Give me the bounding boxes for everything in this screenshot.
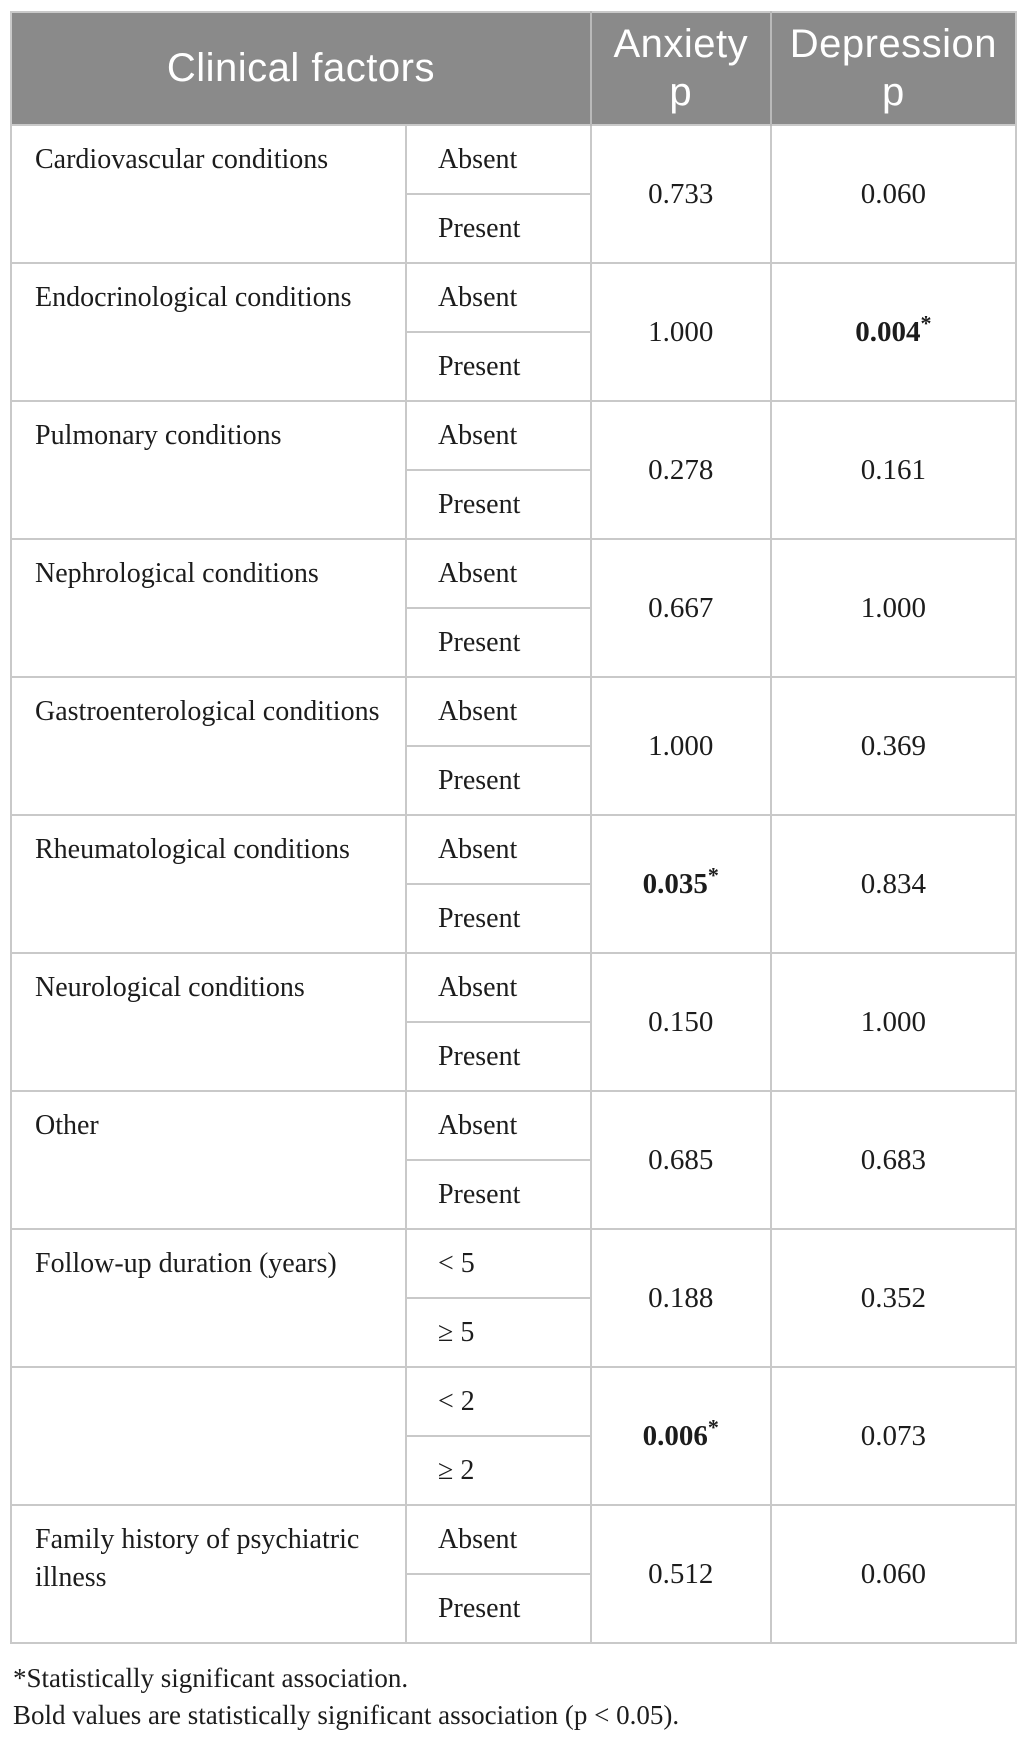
table-row-sub: ≥ 5 (11, 1298, 1016, 1367)
significance-asterisk: * (920, 309, 932, 335)
anxiety-p-value-cell: 1.000 (589, 262, 771, 401)
header-anxiety-p-label: p (669, 69, 693, 114)
depression-p-value-cell: 1.000 (769, 952, 1016, 1091)
factor-label-cell: Endocrinological conditions (11, 262, 407, 401)
anxiety-p-value-cell: 0.512 (589, 1504, 771, 1643)
factor-label-cell: Cardiovascular conditions (11, 124, 407, 263)
table-body: Cardiovascular conditions Absent 0.733 0… (11, 124, 1016, 1643)
table-row-sub: ≥ 2 (11, 1436, 1016, 1505)
level-present-cell: ≥ 2 (405, 1436, 591, 1505)
table-row-sub: Present (11, 332, 1016, 401)
level-absent-cell: Absent (405, 814, 591, 885)
table-row-group: Endocrinological conditions Absent 1.000… (11, 262, 1016, 401)
depression-p-value-cell: 0.683 (769, 1090, 1016, 1229)
header-anxiety-label: Anxiety (613, 22, 749, 67)
level-present-cell: Present (405, 884, 591, 953)
footnote-asterisk: *Statistically significant association. (13, 1663, 409, 1693)
table-row-group: Family history of psychiatric illness Ab… (11, 1504, 1016, 1643)
level-absent-cell: Absent (405, 538, 591, 609)
factor-label-cell: Nephrological conditions (11, 538, 407, 677)
header-depression-p-label: p (882, 69, 905, 114)
level-absent-cell: Absent (405, 1504, 591, 1575)
depression-p-value-cell: 0.060 (769, 1504, 1016, 1643)
factor-label-cell (11, 1366, 407, 1505)
level-present-cell: Present (405, 1574, 591, 1643)
header-anxiety-p: Anxiety p (589, 12, 771, 125)
table-row-sub: Present (11, 470, 1016, 539)
table-row-group: Pulmonary conditions Absent 0.278 0.161 (11, 400, 1016, 539)
table-row-group: Rheumatological conditions Absent 0.035*… (11, 814, 1016, 953)
table-row-group: Nephrological conditions Absent 0.667 1.… (11, 538, 1016, 677)
anxiety-p-value-cell: 0.685 (589, 1090, 771, 1229)
depression-p-value-cell: 0.161 (769, 400, 1016, 539)
header-depression-p: Depression p (769, 12, 1016, 125)
table-row-sub: Present (11, 194, 1016, 263)
footnote-bold-values: Bold values are statistically significan… (13, 1700, 680, 1730)
factor-label-cell: Other (11, 1090, 407, 1229)
level-present-cell: Present (405, 194, 591, 263)
table-footnotes: *Statistically significant association. … (10, 1644, 1017, 1734)
anxiety-p-value-cell: 0.035* (589, 814, 771, 953)
level-absent-cell: Absent (405, 952, 591, 1023)
anxiety-p-value-cell: 1.000 (589, 676, 771, 815)
table-row-group: Follow-up duration (years) < 5 0.188 0.3… (11, 1228, 1016, 1367)
anxiety-p-value-cell: 0.188 (589, 1228, 771, 1367)
table-header: Clinical factors Anxiety p Depression p (11, 12, 1016, 125)
depression-p-value-cell: 1.000 (769, 538, 1016, 677)
level-absent-cell: < 2 (405, 1366, 591, 1437)
significance-asterisk: * (707, 861, 719, 887)
level-present-cell: ≥ 5 (405, 1298, 591, 1367)
depression-p-value-cell: 0.352 (769, 1228, 1016, 1367)
significance-asterisk: * (707, 1413, 719, 1439)
factor-label-cell: Family history of psychiatric illness (11, 1504, 407, 1643)
level-absent-cell: Absent (405, 676, 591, 747)
anxiety-p-value-cell: 0.006* (589, 1366, 771, 1505)
table-row-sub: Present (11, 608, 1016, 677)
anxiety-p-value-cell: 0.278 (589, 400, 771, 539)
header-depression-label: Depression (789, 22, 998, 67)
table-row-sub: Present (11, 884, 1016, 953)
level-absent-cell: Absent (405, 1090, 591, 1161)
depression-p-value-cell: 0.369 (769, 676, 1016, 815)
depression-p-value-cell: 0.004* (769, 262, 1016, 401)
clinical-factors-table: Clinical factors Anxiety p Depression p … (10, 11, 1017, 1644)
depression-p-value-cell: 0.060 (769, 124, 1016, 263)
header-clinical-factors: Clinical factors (11, 12, 591, 125)
factor-label-cell: Rheumatological conditions (11, 814, 407, 953)
level-present-cell: Present (405, 1160, 591, 1229)
anxiety-p-value-cell: 0.667 (589, 538, 771, 677)
table-row-group: Cardiovascular conditions Absent 0.733 0… (11, 124, 1016, 263)
level-present-cell: Present (405, 470, 591, 539)
factor-label-cell: Follow-up duration (years) (11, 1228, 407, 1367)
factor-label-cell: Neurological conditions (11, 952, 407, 1091)
depression-p-value-cell: 0.073 (769, 1366, 1016, 1505)
table-row-sub: Present (11, 1574, 1016, 1643)
level-present-cell: Present (405, 1022, 591, 1091)
table-row-group: Neurological conditions Absent 0.150 1.0… (11, 952, 1016, 1091)
table-row-group: < 2 0.006* 0.073 (11, 1366, 1016, 1505)
level-present-cell: Present (405, 746, 591, 815)
header-row: Clinical factors Anxiety p Depression p (11, 12, 1016, 125)
level-present-cell: Present (405, 332, 591, 401)
level-absent-cell: Absent (405, 262, 591, 333)
table-row-group: Other Absent 0.685 0.683 (11, 1090, 1016, 1229)
level-present-cell: Present (405, 608, 591, 677)
level-absent-cell: Absent (405, 400, 591, 471)
factor-label-cell: Gastroenterological conditions (11, 676, 407, 815)
factor-label-cell: Pulmonary conditions (11, 400, 407, 539)
level-absent-cell: < 5 (405, 1228, 591, 1299)
depression-p-value-cell: 0.834 (769, 814, 1016, 953)
level-absent-cell: Absent (405, 124, 591, 195)
anxiety-p-value-cell: 0.733 (589, 124, 771, 263)
table-row-sub: Present (11, 1160, 1016, 1229)
table-row-sub: Present (11, 746, 1016, 815)
table-row-group: Gastroenterological conditions Absent 1.… (11, 676, 1016, 815)
anxiety-p-value-cell: 0.150 (589, 952, 771, 1091)
table-row-sub: Present (11, 1022, 1016, 1091)
